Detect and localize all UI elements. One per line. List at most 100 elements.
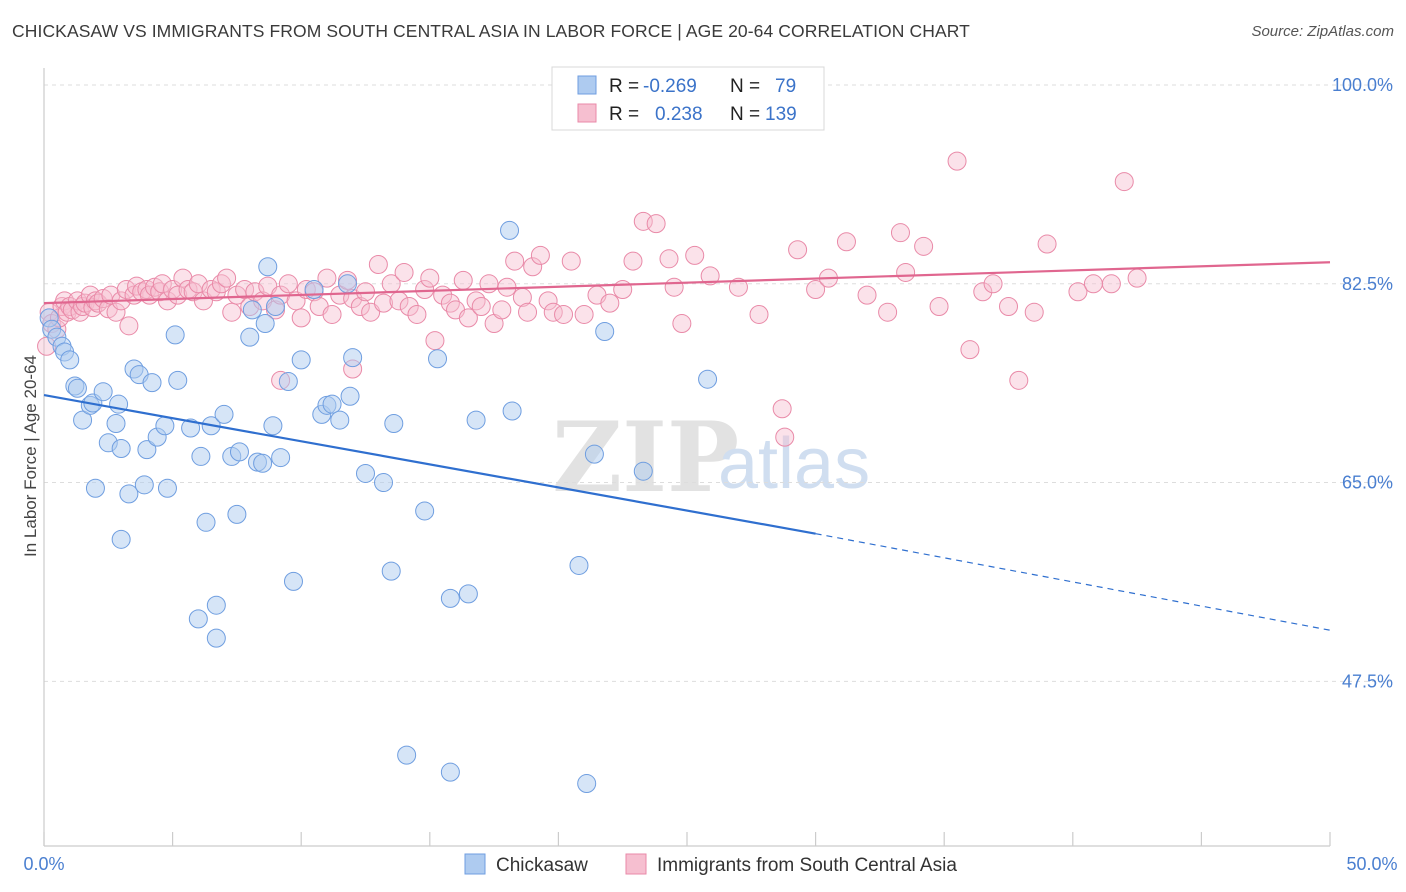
y-tick-label: 65.0% xyxy=(1342,473,1393,493)
immigrants-point xyxy=(857,285,877,305)
top-legend: R = -0.269 N = 79 R = 0.238 N = 139 xyxy=(551,66,825,131)
chickasaw-point xyxy=(106,413,126,433)
immigrants-point xyxy=(947,151,967,171)
chickasaw-point xyxy=(356,463,375,483)
chickasaw-point xyxy=(440,762,460,782)
chickasaw-point xyxy=(253,453,273,473)
chickasaw-point xyxy=(165,325,185,345)
immigrants-point xyxy=(188,274,208,294)
chickasaw-point xyxy=(188,609,208,629)
chickasaw-point xyxy=(322,394,342,414)
y-tick-label: 100.0% xyxy=(1332,75,1393,95)
immigrants-point xyxy=(106,302,126,322)
chickasaw-point xyxy=(93,382,113,402)
chickasaw-point xyxy=(569,555,589,575)
immigrants-point xyxy=(458,308,478,328)
chickasaw-point xyxy=(240,327,260,347)
chickasaw-point xyxy=(263,416,283,436)
y-tick-label: 82.5% xyxy=(1342,274,1393,294)
immigrants-point xyxy=(788,240,808,260)
immigrants-point xyxy=(211,274,231,294)
chickasaw-trend-extension xyxy=(815,533,1331,631)
chickasaw-point xyxy=(85,478,105,498)
chickasaw-point xyxy=(111,438,131,458)
x-tick-label-min: 0.0% xyxy=(23,854,64,874)
chickasaw-point xyxy=(577,774,597,794)
legend-r-label-1: R = xyxy=(609,76,639,97)
immigrants-point xyxy=(999,297,1018,317)
immigrants-point xyxy=(775,427,795,447)
chickasaw-point xyxy=(384,413,404,433)
legend-r-value-2: 0.238 xyxy=(655,104,703,125)
immigrants-point xyxy=(350,297,370,317)
legend-swatch-immigrants xyxy=(577,103,597,123)
immigrants-point xyxy=(890,223,910,243)
immigrants-point xyxy=(374,293,394,313)
chickasaw-point xyxy=(142,373,162,393)
chickasaw-point xyxy=(60,350,80,370)
immigrants-point xyxy=(574,304,594,324)
watermark-zip: ZIP xyxy=(552,401,739,514)
chickasaw-point xyxy=(291,350,311,370)
immigrants-point xyxy=(394,262,414,282)
immigrants-point xyxy=(453,270,473,290)
immigrants-point xyxy=(728,277,748,297)
chickasaw-point xyxy=(428,349,448,369)
immigrants-point xyxy=(361,302,381,322)
bottom-legend-swatch-chickasaw xyxy=(464,853,486,875)
legend-swatch-chickasaw xyxy=(577,75,597,95)
chickasaw-point xyxy=(340,386,360,406)
immigrants-point xyxy=(806,279,826,299)
y-tick-label: 47.5% xyxy=(1342,671,1393,691)
chickasaw-point xyxy=(330,410,350,430)
grid-lines: 100.0% 82.5% 65.0% 47.5% xyxy=(44,75,1393,691)
chickasaw-point xyxy=(155,416,175,436)
chart-source: Source: ZipAtlas.com xyxy=(1251,23,1394,40)
chickasaw-point xyxy=(157,478,177,498)
immigrants-point xyxy=(960,340,980,360)
chickasaw-point xyxy=(214,404,234,424)
immigrants-point xyxy=(672,314,692,334)
chickasaw-point xyxy=(374,473,394,493)
immigrants-point xyxy=(425,331,445,351)
immigrants-point xyxy=(80,285,100,305)
immigrants-point xyxy=(466,291,486,311)
legend-n-value-2: 139 xyxy=(765,104,797,125)
chickasaw-point xyxy=(337,274,357,294)
chickasaw-point xyxy=(181,418,201,438)
immigrants-point xyxy=(554,304,574,324)
immigrants-point xyxy=(600,293,620,313)
chickasaw-point xyxy=(137,440,157,460)
immigrants-trend-line xyxy=(43,261,1331,305)
chickasaw-point xyxy=(584,444,604,464)
chickasaw-point xyxy=(397,745,417,765)
bottom-legend-label-chickasaw: Chickasaw xyxy=(496,855,588,876)
immigrants-point xyxy=(322,304,342,324)
chickasaw-point xyxy=(502,401,522,421)
bottom-legend-swatch-immigrants xyxy=(625,853,647,875)
immigrants-point xyxy=(538,291,558,311)
immigrants-point xyxy=(772,399,792,419)
immigrants-point xyxy=(1009,370,1029,390)
immigrants-point xyxy=(217,268,237,288)
immigrants-point xyxy=(1101,274,1121,294)
immigrants-point xyxy=(157,291,177,311)
chickasaw-point xyxy=(73,410,93,430)
immigrants-point xyxy=(415,279,435,299)
chickasaw-point xyxy=(196,512,216,532)
immigrants-point xyxy=(505,251,525,271)
immigrants-point xyxy=(227,285,247,305)
immigrants-point xyxy=(896,262,916,282)
immigrants-point xyxy=(1127,268,1147,288)
chickasaw-point xyxy=(229,442,249,462)
immigrants-point xyxy=(749,304,769,324)
chickasaw-point xyxy=(206,628,226,648)
series-chickasaw-points xyxy=(39,220,718,794)
immigrants-point xyxy=(152,274,172,294)
immigrants-point xyxy=(664,277,684,297)
chickasaw-point xyxy=(206,595,226,615)
chickasaw-point xyxy=(458,584,478,604)
y-axis-label: In Labor Force | Age 20-64 xyxy=(21,355,40,557)
immigrants-point xyxy=(317,268,337,288)
immigrants-point xyxy=(561,251,581,271)
